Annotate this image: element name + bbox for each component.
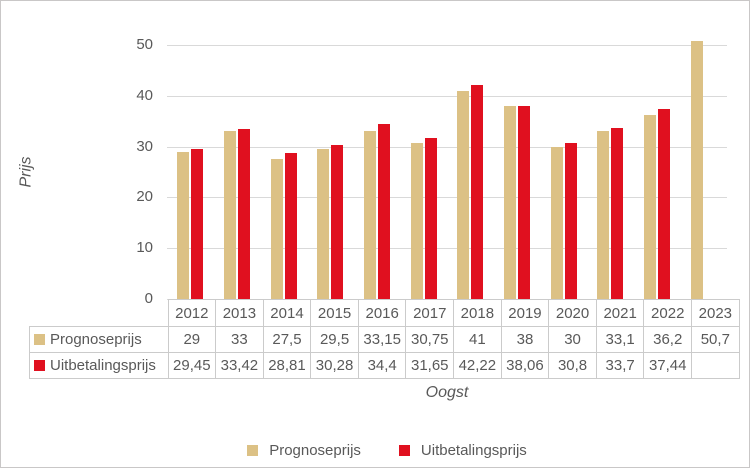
uitbetalingsprijs-bar-2021: [611, 127, 624, 299]
prognoseprijs-bar-2019: [504, 105, 516, 299]
year-header-cell: 2019: [500, 299, 550, 327]
plot-area: [167, 41, 727, 300]
series-label-cell: Prognoseprijs: [29, 326, 169, 353]
prognoseprijs-bar-2022: [644, 115, 656, 299]
y-tick-label: 0: [144, 290, 153, 307]
value-cell: 29,45: [167, 352, 217, 379]
prognoseprijs-bar-2020: [550, 146, 563, 299]
table-row-prognoseprijs: Prognoseprijs 29 33 27,5 29,5 33,15 30,75 41 38 3…: [29, 326, 740, 353]
value-cell: 30: [548, 326, 597, 353]
uitbetalingsprijs-bar-2013: [238, 129, 250, 299]
value-cell: 28,81: [262, 352, 312, 379]
year-header-cell: 2016: [357, 299, 407, 327]
uitbetalingsprijs-bar-2022: [658, 108, 670, 299]
y-axis-title: Prijs: [7, 45, 47, 299]
year-header-cell: 2014: [262, 299, 312, 327]
uitbetalingsprijs-bar-2020: [564, 142, 577, 299]
uitbetalingsprijs-bar-2015: [331, 145, 344, 299]
year-header-cell: 2023: [691, 299, 740, 327]
table-corner-cell: [30, 300, 169, 327]
y-tick-label: 50: [136, 36, 153, 53]
y-axis-title-text: Prijs: [17, 156, 35, 188]
prognoseprijs-legend-swatch-icon: [247, 444, 259, 456]
year-header-cell: 2022: [643, 299, 693, 327]
value-cell: 29,5: [310, 326, 359, 353]
prognoseprijs-bar-2023: [690, 41, 703, 299]
y-tick-label: 20: [136, 188, 153, 206]
value-cell: 33: [215, 326, 264, 353]
y-axis: 50 40 30 20 10 0: [97, 36, 153, 307]
prognoseprijs-bar-2018: [457, 90, 470, 299]
series-label-cell: Uitbetalingsprijs: [29, 352, 169, 379]
value-cell: 50,7: [691, 326, 740, 353]
uitbetalingsprijs-bar-2019: [518, 105, 530, 299]
legend-item-uitbetalingsprijs: Uitbetalingsprijs: [398, 441, 527, 459]
value-cell: 38: [500, 326, 550, 353]
value-cell: 30,8: [548, 352, 597, 379]
uitbetalingsprijs-bar-2016: [378, 124, 390, 299]
gridline: [167, 45, 727, 46]
year-header-cell: 2020: [548, 299, 597, 327]
year-header-cell: 2018: [453, 299, 502, 327]
prognoseprijs-bar-2021: [597, 130, 610, 299]
gridline: [167, 146, 727, 148]
value-cell: 30,75: [405, 326, 455, 353]
year-header-cell: 2015: [310, 299, 359, 327]
table-row-uitbetalingsprijs: Uitbetalingsprijs 29,45 33,42 28,81 30,28 34,…: [29, 352, 740, 379]
uitbetalingsprijs-key-icon: [34, 360, 45, 371]
value-cell: 29: [167, 326, 217, 353]
value-cell: 38,06: [500, 352, 550, 379]
value-cell: 33,15: [357, 326, 407, 353]
value-cell: 30,28: [310, 352, 359, 379]
value-cell: 42,22: [453, 352, 502, 379]
prognoseprijs-bar-2015: [317, 149, 330, 299]
data-table-body: 2012 2013 2014 2015 2016 2017 2018 2019 2020 2021…: [29, 299, 740, 379]
value-cell: [691, 352, 740, 379]
prognoseprijs-key-icon: [34, 334, 45, 345]
uitbetalingsprijs-bar-2017: [424, 138, 437, 299]
prognoseprijs-bar-2016: [364, 130, 376, 299]
y-tick-label: 30: [136, 137, 153, 155]
legend-item-label: Prognoseprijs: [269, 441, 361, 459]
prognoseprijs-bar-2014: [270, 159, 283, 299]
prognoseprijs-bar-2012: [177, 151, 190, 299]
year-header-cell: 2021: [595, 299, 645, 327]
data-table: 2012 2013 2014 2015 2016 2017 2018 2019 2020 2021…: [29, 299, 740, 379]
uitbetalingsprijs-legend-swatch-icon: [398, 444, 410, 456]
gridline: [167, 248, 727, 250]
year-header-cell: 2012: [167, 299, 217, 327]
year-header-row: 2012 2013 2014 2015 2016 2017 2018 2019 2020 2021…: [30, 299, 740, 327]
value-cell: 37,44: [643, 352, 693, 379]
value-cell: 34,4: [357, 352, 407, 379]
value-cell: 33,7: [595, 352, 645, 379]
x-axis-title: Oogst: [425, 384, 469, 401]
uitbetalingsprijs-bar-2014: [284, 152, 297, 299]
value-cell: 36,2: [643, 326, 693, 353]
legend-item-label: Uitbetalingsprijs: [420, 441, 527, 459]
year-header-cell: 2013: [215, 299, 264, 327]
legend-item-prognoseprijs: Prognoseprijs: [247, 442, 361, 459]
value-cell: 33,42: [215, 352, 264, 379]
gridline: [167, 95, 727, 97]
value-cell: 33,1: [595, 326, 645, 353]
uitbetalingsprijs-bar-2012: [191, 149, 204, 299]
value-cell: 27,5: [262, 326, 312, 353]
value-cell: 41: [453, 326, 502, 353]
y-tick-label: 40: [136, 86, 153, 104]
y-tick-label: 10: [136, 239, 153, 257]
prognoseprijs-bar-2013: [224, 131, 236, 299]
chart-legend: Prognoseprijs Uitbetalingsprijs: [1, 440, 749, 460]
value-cell: 31,65: [405, 352, 455, 379]
uitbetalingsprijs-bar-2018: [471, 84, 484, 299]
gridline: [167, 197, 727, 199]
prognoseprijs-bar-2017: [410, 142, 423, 299]
year-header-cell: 2017: [405, 299, 455, 327]
